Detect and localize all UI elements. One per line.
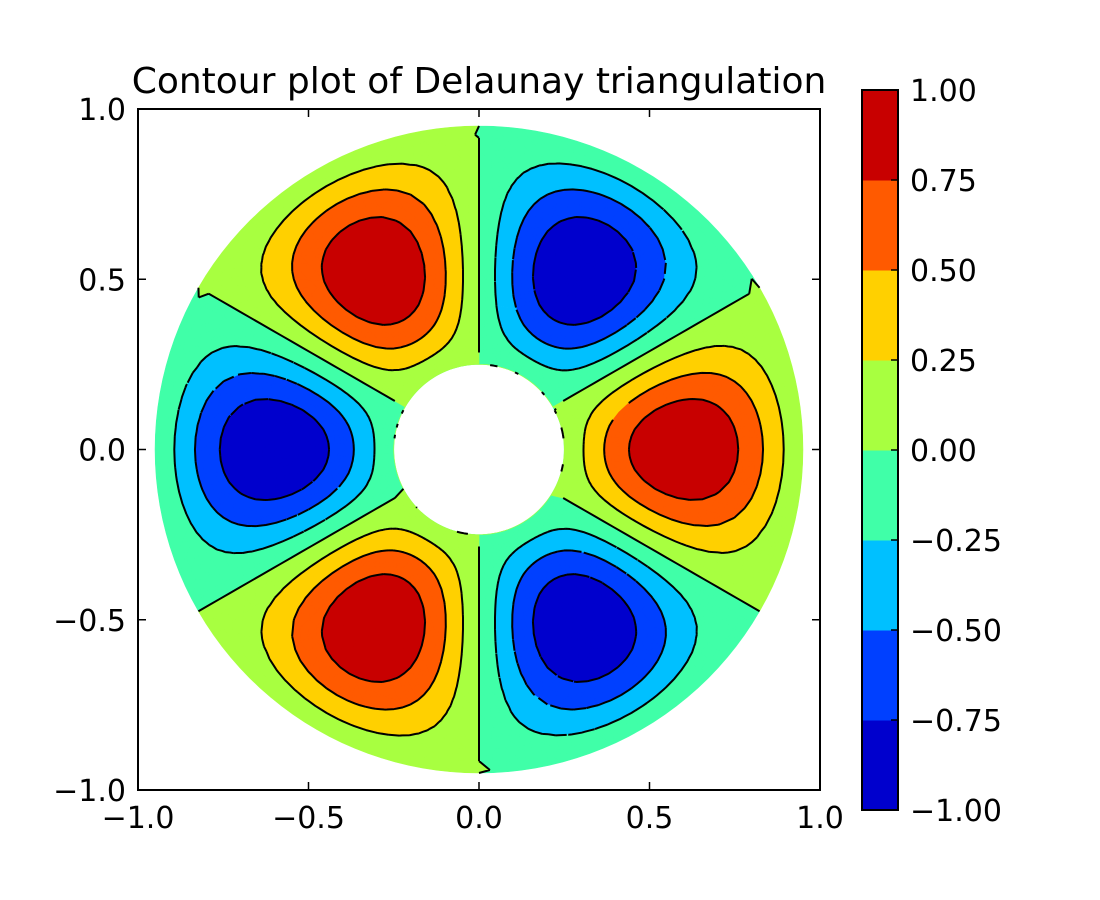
contour-line [197,125,761,774]
colorbar-tick-label: 0.00 [910,434,977,469]
colorbar-swatch [862,90,898,181]
colorbar-tick-label: −0.50 [910,614,1002,649]
y-tick-label: −0.5 [53,604,126,639]
colorbar-tick-label: 0.75 [910,164,977,199]
contour-line [260,162,785,737]
contour-line [291,188,765,711]
colorbar-tick-label: −1.00 [910,794,1002,829]
colorbar-swatch [862,360,898,451]
colorbar-tick-label: −0.75 [910,704,1002,739]
colorbar-tick-label: 0.50 [910,254,977,289]
contour-line [218,216,638,683]
x-tick-label: −0.5 [272,801,345,836]
y-tick-label: 0.5 [78,263,126,298]
y-tick-label: 0.0 [78,434,126,469]
x-tick-label: −1.0 [102,801,175,836]
x-tick-label: 0.0 [455,801,503,836]
chart-title: Contour plot of Delaunay triangulation [132,61,827,102]
plot-area [154,125,804,774]
colorbar-swatch [862,180,898,271]
y-tick-label: 1.0 [78,93,126,128]
contour-line [193,188,667,711]
axes: −1.0 −0.5 0.0 0.5 1.0 −1.0 −0.5 0.0 0.5 1.0 [53,93,844,836]
x-tick-label: 0.5 [626,801,674,836]
contour-lines [173,125,785,774]
y-tick-label: −1.0 [53,774,126,809]
colorbar-swatch [862,450,898,541]
colorbar-tick-label: 0.25 [910,344,977,379]
colorbar-tick-label: −0.25 [910,524,1002,559]
contour-line [173,162,698,737]
colorbar-swatch [862,720,898,811]
colorbar-swatch [862,630,898,721]
colorbar: 1.00 0.75 0.50 0.25 0.00 −0.25 −0.50 −0.75 −1.00 [861,74,1002,829]
colorbar-swatch [862,270,898,361]
colorbar-tick-label: 1.00 [910,74,977,109]
contour-band [321,216,739,683]
x-tick-label: 1.0 [796,801,844,836]
colorbar-swatch [862,540,898,631]
contour-line [320,216,740,683]
